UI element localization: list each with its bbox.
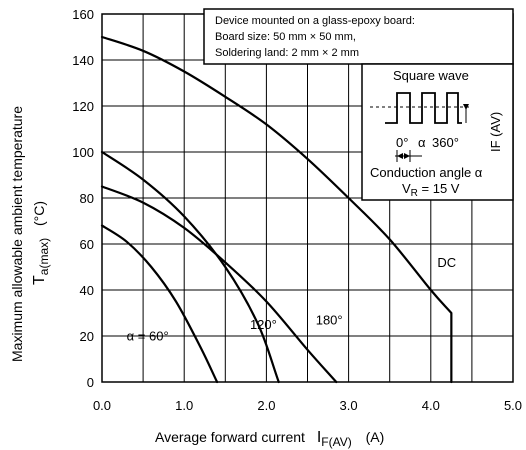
curve-labels: DC 180° 120° α = 60° [127, 255, 456, 344]
x-tick-label: 5.0 [504, 398, 522, 413]
y-axis-label-symbol: Ta(max) (°C) [31, 201, 51, 285]
square-wave-inset: Square wave IF (AV) 0° α 360° Conduction… [361, 63, 514, 201]
x-tick-label: 4.0 [422, 398, 440, 413]
condition-line-2: Board size: 50 mm × 50 mm, [215, 31, 356, 43]
y-tick-label: 140 [72, 53, 94, 68]
inset-conduction-angle: Conduction angle α [370, 165, 483, 180]
x-axis-label: Average forward current IF(AV) (A) [155, 429, 384, 449]
y-tick-label: 20 [80, 329, 94, 344]
angle-arrowhead-right-icon [404, 153, 410, 159]
square-wave-icon [385, 92, 462, 124]
x-tick-label: 2.0 [257, 398, 275, 413]
inset-current-label: IF (AV) [488, 112, 503, 152]
curve-label-60: α = 60° [127, 329, 169, 344]
angle-arrowhead-left-icon [397, 153, 403, 159]
y-tick-label: 60 [80, 237, 94, 252]
inset-voltage: VR = 15 V [402, 181, 460, 199]
y-tick-label: 160 [72, 7, 94, 22]
curve-120 [100, 150, 280, 384]
y-axis-label-main: Maximum allowable ambient temperature [9, 106, 25, 362]
condition-line-1: Device mounted on a glass-epoxy board: [215, 15, 415, 27]
curve-dc [100, 35, 453, 384]
x-tick-label: 3.0 [340, 398, 358, 413]
inset-angle-start: 0° [396, 135, 408, 150]
y-tick-label: 0 [87, 375, 94, 390]
curve-label-120: 120° [250, 317, 277, 332]
tick-labels: 0.0 1.0 2.0 3.0 4.0 5.0 0 20 40 60 80 100 120 140 160 [72, 7, 522, 413]
curves [100, 35, 453, 384]
y-tick-label: 120 [72, 99, 94, 114]
y-tick-label: 80 [80, 191, 94, 206]
conditions-box: Device mounted on a glass-epoxy board: B… [203, 8, 514, 65]
x-tick-label: 1.0 [175, 398, 193, 413]
y-tick-label: 40 [80, 283, 94, 298]
inset-angle-end: 360° [432, 135, 459, 150]
curve-label-dc: DC [437, 255, 456, 270]
curve-180 [100, 185, 338, 384]
x-tick-label: 0.0 [93, 398, 111, 413]
inset-title: Square wave [393, 68, 469, 83]
y-tick-label: 100 [72, 145, 94, 160]
current-arrowhead-icon [463, 104, 469, 110]
curve-label-180: 180° [316, 313, 343, 328]
condition-line-3: Soldering land: 2 mm × 2 mm [215, 47, 359, 59]
inset-angle-mid: α [418, 135, 426, 150]
curve-60 [100, 224, 219, 384]
